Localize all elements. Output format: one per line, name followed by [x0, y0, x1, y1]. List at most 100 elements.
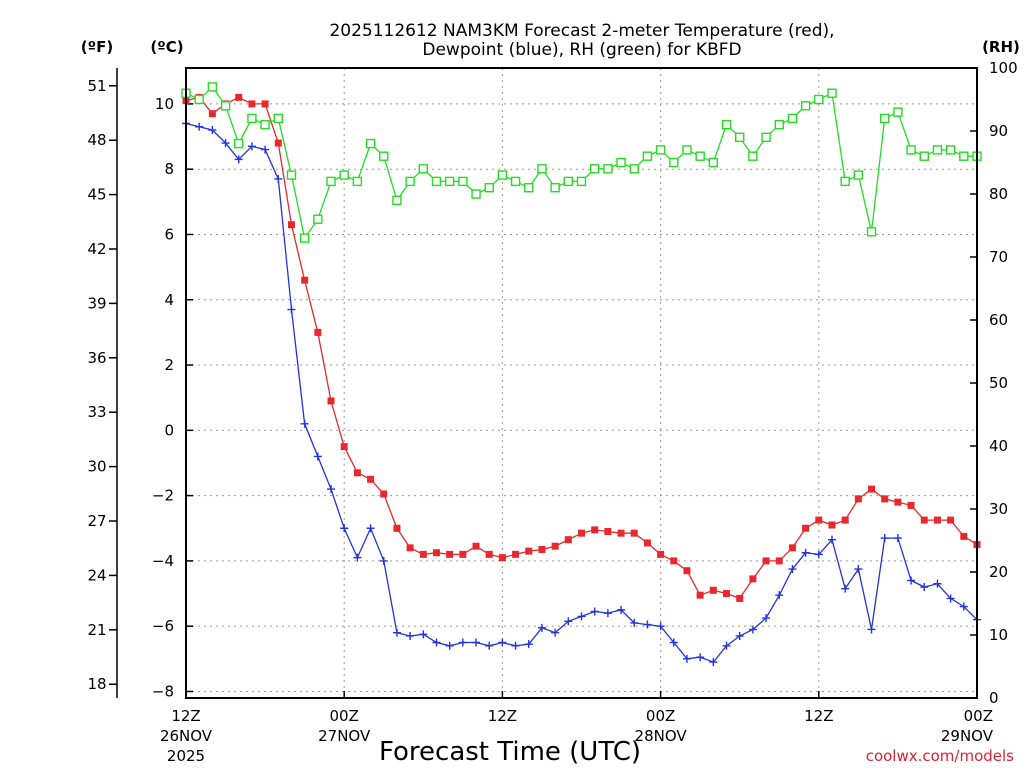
rh-tick-label: 30 — [989, 500, 1008, 518]
data-point — [314, 328, 322, 336]
data-point — [945, 145, 956, 155]
data-point — [774, 119, 784, 130]
rh-tick-label: 20 — [989, 563, 1008, 581]
data-point — [564, 536, 572, 544]
data-point — [932, 145, 943, 155]
data-point — [459, 550, 467, 558]
data-point — [340, 443, 348, 451]
data-point — [617, 605, 626, 614]
data-point — [814, 550, 823, 559]
chart-title-line1: 2025112612 NAM3KM Forecast 2-meter Tempe… — [329, 21, 834, 41]
rh-tick-label: 60 — [989, 311, 1008, 329]
data-point — [551, 628, 560, 637]
data-point — [432, 549, 440, 557]
data-point — [947, 516, 955, 524]
data-point — [235, 93, 243, 101]
data-point — [642, 151, 653, 161]
data-point — [946, 594, 955, 603]
data-point — [287, 221, 295, 229]
data-point — [933, 516, 941, 524]
chart-title-line2: Dewpoint (blue), RH (green) for KBFD — [422, 40, 741, 60]
data-point — [576, 176, 587, 187]
data-point — [655, 145, 666, 155]
data-point — [868, 485, 876, 493]
data-point — [405, 176, 415, 187]
data-point — [709, 586, 717, 594]
data-point — [301, 276, 309, 284]
rh-tick-label: 40 — [989, 437, 1008, 455]
data-point — [893, 107, 903, 117]
data-point — [735, 631, 744, 640]
data-point — [485, 641, 494, 650]
data-point — [393, 524, 401, 532]
data-point — [840, 176, 850, 187]
data-point — [418, 164, 428, 174]
data-point — [207, 82, 218, 92]
x-tick-label-date: 28NOV — [635, 727, 688, 745]
fahrenheit-tick-label: 36 — [87, 349, 106, 367]
data-point — [419, 630, 428, 639]
data-point — [300, 419, 309, 428]
rh-axis: 0 10 20 30 40 50 60 70 80 90 100 — [970, 59, 1018, 707]
data-point — [327, 485, 336, 494]
data-point — [352, 176, 363, 187]
data-point — [339, 170, 349, 180]
data-point — [841, 516, 849, 524]
x-axis: 12Z 26NOV 2025 00Z 27NOV 12Z 00Z 28NOV 12Z 00Z 29N… — [160, 691, 994, 765]
data-point — [841, 584, 850, 593]
x-tick-label-year: 2025 — [167, 747, 205, 765]
data-point — [497, 170, 508, 180]
data-point — [524, 640, 533, 649]
data-point — [906, 145, 916, 155]
data-point — [563, 176, 574, 187]
data-point — [722, 641, 731, 650]
celsius-tick-label: 4 — [164, 291, 174, 309]
data-point — [828, 521, 836, 529]
data-point — [431, 176, 442, 187]
data-point — [920, 583, 929, 592]
fahrenheit-axis: 18 21 24 27 30 33 36 39 42 45 48 51 — [87, 68, 118, 698]
data-point — [643, 539, 651, 547]
data-point — [669, 638, 678, 647]
data-point — [683, 567, 691, 575]
data-point — [603, 609, 612, 618]
data-point — [524, 182, 534, 193]
series-2-meter-temperature — [182, 93, 981, 602]
data-point — [537, 623, 546, 632]
data-point — [577, 612, 586, 621]
data-point — [326, 176, 336, 187]
fahrenheit-tick-label: 42 — [87, 240, 106, 258]
fahrenheit-unit-label: (ºF) — [81, 38, 113, 56]
data-point — [379, 151, 389, 161]
data-point — [853, 170, 864, 180]
data-point — [881, 495, 889, 503]
data-point — [866, 227, 877, 237]
celsius-tick-label: 0 — [164, 421, 174, 439]
data-point — [775, 591, 784, 600]
data-point — [392, 195, 402, 206]
data-point — [340, 524, 349, 533]
data-point — [748, 625, 757, 634]
data-point — [854, 565, 863, 574]
data-point — [471, 189, 481, 199]
data-point — [920, 516, 928, 524]
data-point — [327, 397, 335, 405]
data-point — [696, 591, 704, 599]
data-point — [578, 529, 585, 537]
data-point — [485, 550, 493, 558]
data-point — [669, 157, 679, 168]
celsius-tick-label: 10 — [155, 95, 174, 113]
data-point — [446, 550, 454, 558]
data-point — [445, 641, 454, 650]
data-point — [960, 532, 968, 540]
data-point — [761, 132, 771, 143]
data-point — [788, 544, 796, 552]
data-point — [248, 100, 256, 108]
data-point — [247, 142, 256, 151]
data-point — [591, 526, 599, 534]
data-point — [616, 157, 626, 168]
data-point — [367, 475, 375, 483]
celsius-tick-label: −2 — [152, 487, 174, 505]
data-point — [708, 157, 719, 168]
rh-tick-label: 100 — [989, 59, 1018, 77]
